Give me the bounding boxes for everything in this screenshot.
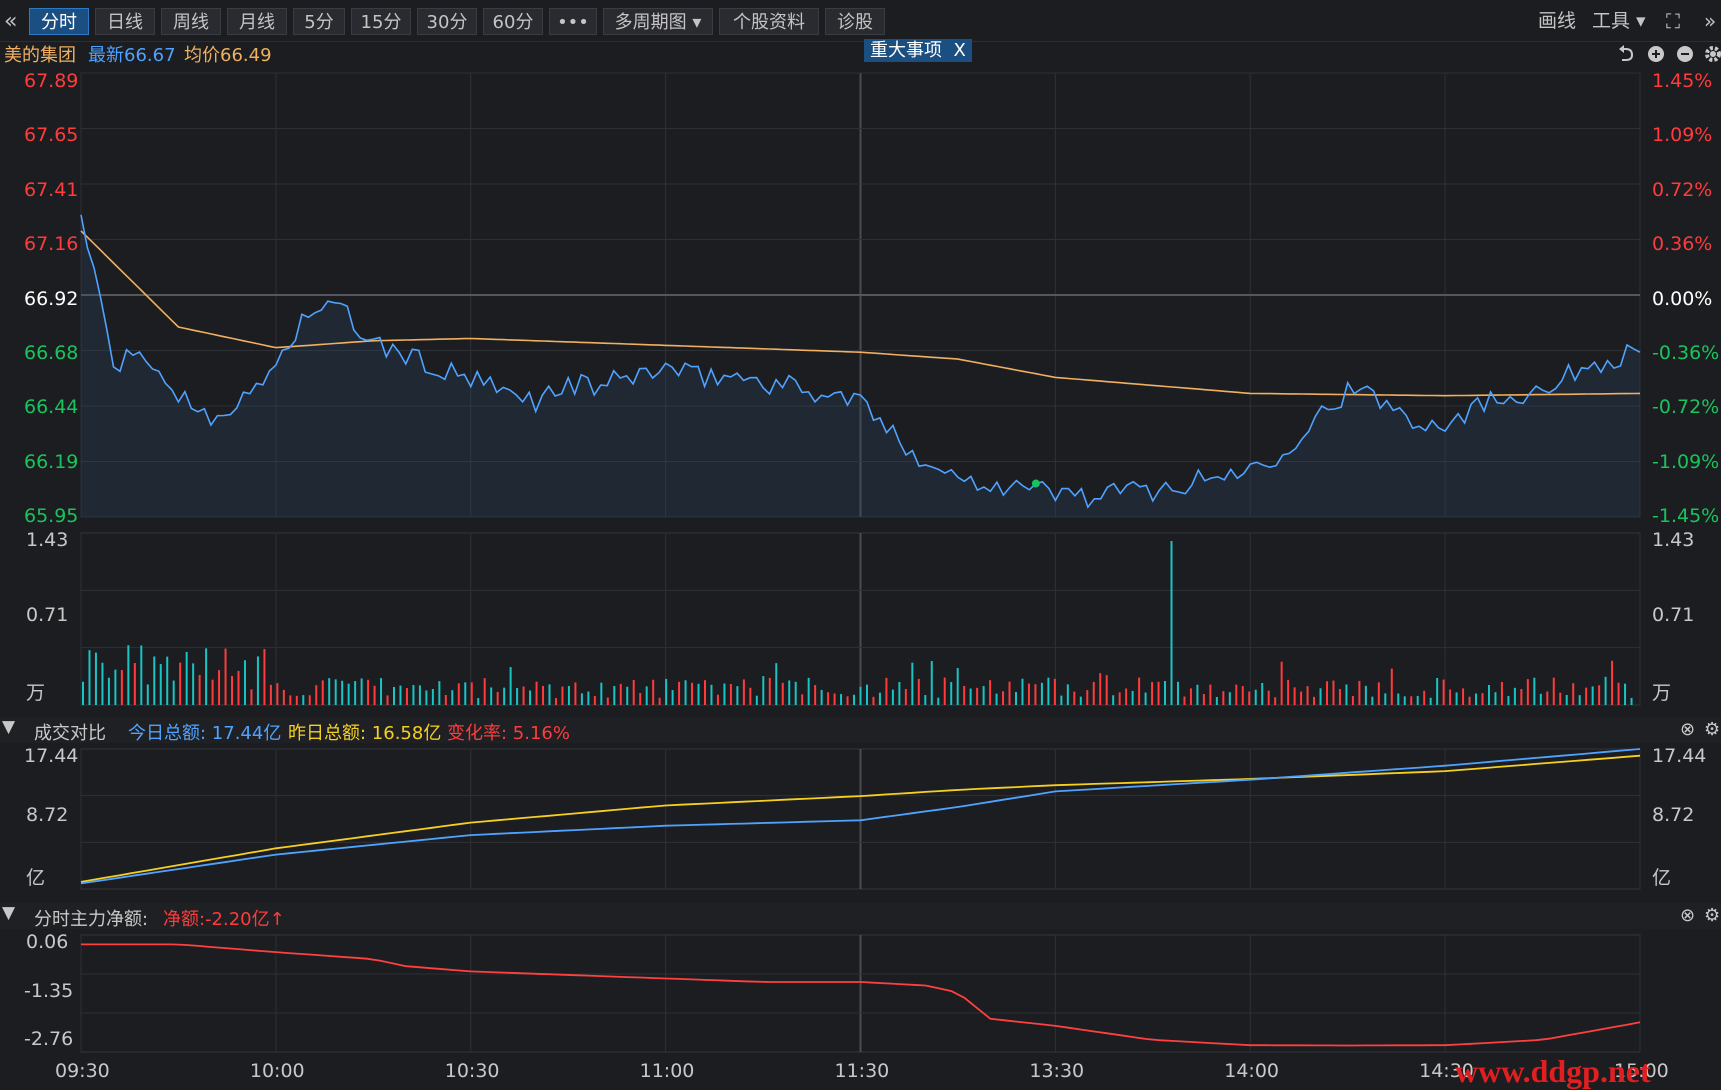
turn-left-tick: 8.72 (26, 804, 69, 826)
time-tick: 14:00 (1224, 1060, 1280, 1082)
close-panel-icon[interactable]: ⊗ (1680, 719, 1696, 740)
price-right-tick: -0.72% (1652, 396, 1720, 419)
turn-right-tick: 17.44 (1652, 745, 1707, 767)
chart-controls (1619, 45, 1721, 62)
netflow-panel-header: ▼ 分时主力净额: 净额:-2.20亿↑ ⊗ ⚙ (0, 903, 1721, 930)
tab-0[interactable]: 分时 (29, 8, 89, 35)
price-right-tick: 0.72% (1652, 178, 1713, 201)
yesterday-total: 昨日总额: 16.58亿 (288, 723, 442, 744)
draw-line-button[interactable]: 画线 (1538, 10, 1577, 32)
undo-icon[interactable] (1619, 45, 1634, 61)
latest-price: 最新66.67 (88, 45, 176, 66)
tab-10[interactable]: 个股资料 (719, 8, 819, 35)
net-left-tick: -1.35 (24, 979, 74, 1002)
price-right-tick: 0.00% (1652, 287, 1713, 310)
time-tick: 15:00 (1614, 1060, 1669, 1082)
vol-left-tick: 0.71 (26, 603, 69, 626)
tab-7[interactable]: 60分 (483, 8, 543, 35)
time-tick: 10:30 (444, 1060, 500, 1082)
tab-3[interactable]: 月线 (227, 8, 287, 35)
today-total: 今日总额: 17.44亿 (128, 723, 282, 744)
turn-right-tick: 8.72 (1652, 804, 1695, 826)
netflow-line (81, 943, 1641, 1047)
settings-gear-icon[interactable]: ⚙ (1704, 905, 1721, 926)
avg-price-line (80, 230, 1641, 397)
time-tick: 10:00 (249, 1060, 305, 1082)
yesterday-turnover-line (80, 754, 1641, 883)
net-amount: 净额:-2.20亿↑ (163, 909, 285, 930)
price-area (81, 214, 1640, 517)
turn-left-tick: 亿 (26, 867, 46, 889)
zoom-in-icon[interactable] (1648, 46, 1664, 62)
stock-info-bar: 美的集团 最新66.67 均价66.49 重大事项 X (0, 39, 1721, 67)
price-left-tick: 67.16 (24, 233, 79, 256)
turnover-panel-header: ▼ 成交对比 今日总额: 17.44亿 昨日总额: 16.58亿 变化率: 5.… (0, 717, 1721, 744)
price-right-tick: 0.36% (1652, 233, 1713, 256)
time-tick: 13:30 (1029, 1060, 1085, 1082)
price-left-tick: 65.95 (24, 505, 79, 527)
vol-left-tick: 万 (26, 682, 46, 704)
price-right-tick: -0.36% (1652, 341, 1720, 364)
time-tick: 11:30 (834, 1060, 890, 1082)
turn-left-tick: 17.44 (24, 745, 79, 767)
price-left-tick: 66.92 (24, 287, 79, 310)
change-rate: 变化率: 5.16% (447, 723, 570, 744)
grid (80, 72, 1641, 1053)
turnover-title: 成交对比 (34, 723, 106, 744)
tab-8[interactable]: ••• (549, 8, 597, 35)
marker-dot (1031, 479, 1040, 488)
double-chevron-right-icon[interactable]: » (1704, 9, 1717, 33)
net-left-tick: -2.76 (24, 1028, 74, 1050)
vol-left-tick: 1.43 (26, 529, 69, 551)
fullscreen-icon[interactable]: ⛶ (1666, 9, 1680, 33)
major-events-badge[interactable]: 重大事项 X (864, 39, 972, 62)
turn-right-tick: 亿 (1652, 867, 1672, 889)
time-tick: 09:30 (55, 1060, 110, 1082)
price-line (80, 214, 1641, 509)
tools-button[interactable]: 工具 ▾ (1592, 10, 1646, 32)
net-left-tick: 0.06 (26, 931, 69, 953)
vol-right-tick: 0.71 (1652, 603, 1695, 626)
zoom-out-icon[interactable] (1677, 46, 1693, 62)
netflow-title: 分时主力净额: (34, 909, 149, 930)
stock-name: 美的集团 (4, 45, 76, 66)
price-left-tick: 67.65 (24, 124, 79, 147)
average-price: 均价66.49 (184, 45, 272, 66)
tab-2[interactable]: 周线 (161, 8, 221, 35)
price-right-tick: -1.09% (1652, 450, 1720, 473)
price-left-tick: 66.19 (24, 450, 79, 473)
collapse-icon[interactable]: ▼ (2, 903, 16, 923)
tab-4[interactable]: 5分 (293, 8, 345, 35)
period-toolbar: « 分时 日线 周线 月线 5分 15分 30分 60分 ••• 多周期图 ▾ 个股资料 诊股 画线 … (0, 0, 1721, 42)
tab-11[interactable]: 诊股 (825, 8, 885, 35)
price-right-tick: -1.45% (1652, 505, 1720, 527)
price-left-tick: 67.41 (24, 178, 79, 201)
price-left-tick: 67.89 (24, 70, 79, 92)
time-tick: 14:30 (1419, 1060, 1474, 1082)
price-left-tick: 66.68 (24, 341, 79, 364)
price-right-tick: 1.09% (1652, 124, 1713, 147)
close-panel-icon[interactable]: ⊗ (1680, 905, 1696, 926)
vol-right-tick: 万 (1652, 682, 1672, 704)
tab-6[interactable]: 30分 (417, 8, 477, 35)
price-left-tick: 66.44 (24, 396, 79, 419)
close-icon[interactable]: X (953, 40, 966, 61)
settings-gear-icon[interactable]: ⚙ (1704, 719, 1721, 740)
double-chevron-left-icon[interactable]: « (4, 9, 18, 34)
vol-right-tick: 1.43 (1652, 529, 1695, 551)
price-right-tick: 1.45% (1652, 70, 1713, 92)
today-turnover-line (80, 748, 1641, 885)
volume-bars (82, 541, 1633, 705)
watermark: www.ddgp.net (1455, 1053, 1651, 1089)
tab-5[interactable]: 15分 (351, 8, 411, 35)
tab-9[interactable]: 多周期图 ▾ (603, 8, 713, 35)
time-tick: 11:00 (639, 1060, 695, 1082)
tab-1[interactable]: 日线 (95, 8, 155, 35)
collapse-icon[interactable]: ▼ (2, 717, 16, 737)
settings-gear-icon[interactable] (1705, 46, 1721, 62)
